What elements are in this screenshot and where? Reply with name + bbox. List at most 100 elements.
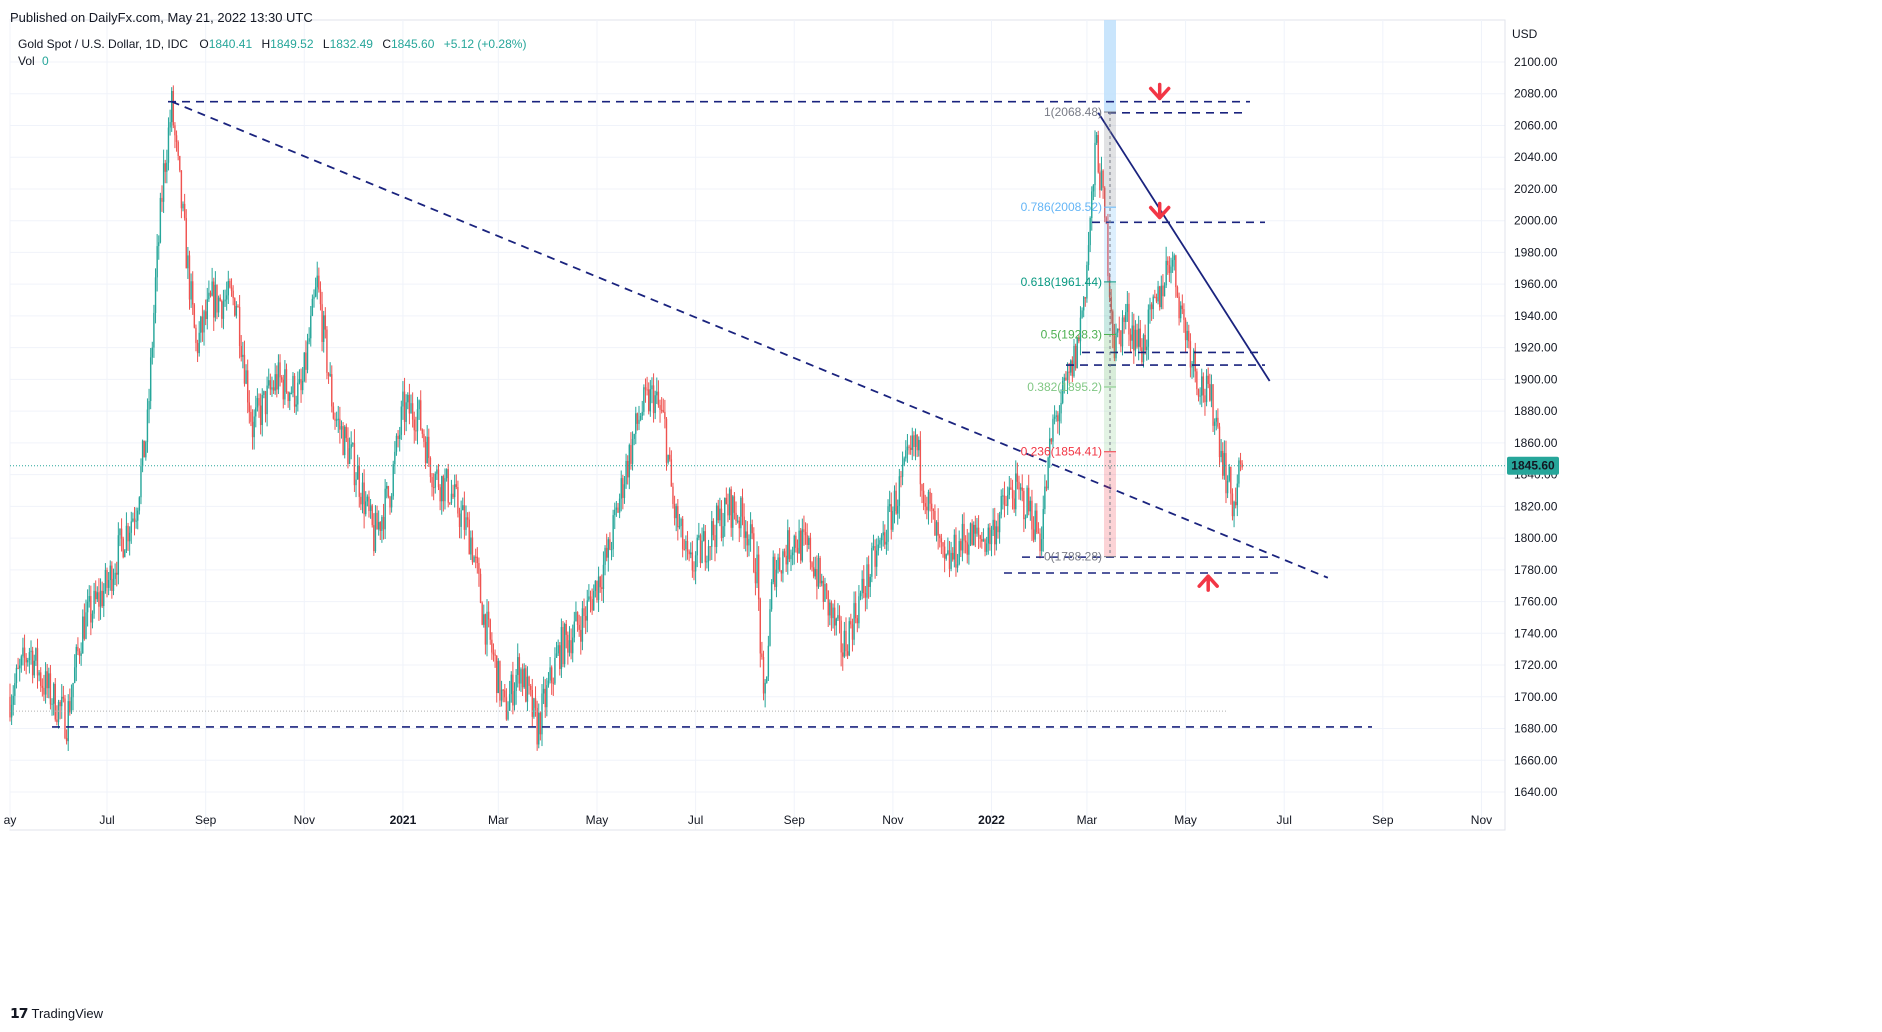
candle-body — [1094, 142, 1096, 186]
price-axis-tick: 1700.00 — [1514, 690, 1558, 704]
candle-body — [180, 170, 183, 209]
candle-body — [423, 433, 425, 442]
candle-body — [112, 578, 115, 591]
candle-body — [882, 532, 884, 536]
candle-body — [86, 601, 89, 613]
candle-body — [250, 411, 252, 422]
candle-body — [397, 435, 399, 439]
candle-body — [838, 615, 841, 621]
candle-body — [871, 547, 873, 577]
time-axis-tick: Nov — [882, 813, 903, 827]
candle-body — [347, 438, 349, 465]
fib-label-0.382: 0.382(1895.2) — [1027, 380, 1102, 394]
candle-body — [552, 682, 555, 684]
descending-trendline-solid[interactable] — [1097, 112, 1271, 382]
candle-body — [948, 550, 951, 569]
candle-body — [803, 529, 805, 533]
candle-body — [767, 645, 770, 677]
tradingview-mark-icon: 𝟭𝟳 — [10, 1005, 29, 1021]
candle-body — [72, 682, 74, 698]
candle-body — [853, 603, 855, 640]
candle-body — [415, 430, 417, 432]
candle-body — [133, 518, 136, 522]
candle-body — [1144, 334, 1146, 351]
candle-body — [403, 391, 406, 422]
candle-body — [707, 546, 710, 562]
candle-body — [436, 469, 438, 474]
candle-body — [541, 693, 543, 735]
candle-body — [641, 411, 643, 416]
candle-body — [1170, 266, 1172, 273]
candle-body — [460, 510, 462, 527]
candle-body — [829, 602, 831, 616]
candle-body — [14, 683, 16, 696]
candle-body — [1162, 285, 1164, 297]
candle-body — [91, 613, 94, 623]
candle-body — [179, 155, 181, 171]
candle-body — [1238, 460, 1240, 484]
candle-body — [259, 405, 262, 426]
candle-body — [57, 701, 60, 723]
candle-body — [814, 569, 816, 577]
candle-body — [337, 418, 339, 420]
candle-body — [428, 436, 430, 458]
candle-body — [1074, 345, 1077, 369]
candle-body — [1230, 466, 1232, 494]
candle-body — [694, 555, 697, 572]
arrow-down-icon[interactable] — [1148, 82, 1171, 101]
candle-body — [1026, 487, 1028, 518]
candle-body — [344, 426, 346, 455]
candle-body — [1086, 264, 1088, 299]
candle-body — [408, 394, 411, 414]
price-axis-currency: USD — [1512, 27, 1538, 41]
candle-body — [560, 627, 563, 669]
candle-body — [172, 91, 175, 126]
candle-body — [1118, 328, 1120, 331]
candle-body — [162, 163, 165, 202]
candle-body — [1136, 329, 1138, 347]
candle-body — [17, 667, 19, 669]
candle-body — [1113, 336, 1116, 359]
candle-body — [204, 311, 207, 320]
arrow-down-icon[interactable] — [1148, 201, 1171, 220]
candle-body — [997, 526, 999, 533]
candle-body — [120, 528, 123, 539]
candle-body — [863, 578, 865, 594]
tradingview-logo[interactable]: 𝟭𝟳 TradingView — [10, 1005, 103, 1022]
candle-body — [187, 255, 189, 269]
candle-body — [1225, 453, 1227, 494]
candle-body — [389, 496, 391, 508]
price-axis-tick: 2020.00 — [1514, 182, 1558, 196]
candle-body — [1063, 377, 1065, 381]
arrow-up-icon[interactable] — [1197, 574, 1219, 592]
candle-body — [1194, 350, 1196, 372]
candle-body — [67, 701, 69, 742]
fib-label-0.5: 0.5(1928.3) — [1041, 327, 1102, 341]
candle-body — [1192, 350, 1195, 364]
candle-body — [782, 551, 784, 574]
candle-body — [25, 657, 27, 663]
candle-body — [885, 541, 888, 545]
candle-body — [512, 674, 514, 706]
candle-body — [1097, 135, 1099, 173]
candle-body — [677, 506, 679, 528]
candle-body — [1204, 395, 1206, 403]
candle-body — [382, 516, 385, 530]
candle-body — [46, 671, 48, 689]
candle-body — [929, 491, 931, 504]
candle-body — [529, 685, 532, 690]
price-axis-tick: 2000.00 — [1514, 214, 1558, 228]
fib-label-0.786: 0.786(2008.52) — [1021, 200, 1102, 214]
candle-body — [30, 650, 32, 653]
descending-trendline-dashed[interactable] — [171, 100, 1329, 579]
candle-body — [725, 497, 728, 505]
candle-body — [1055, 415, 1057, 417]
candle-body — [940, 538, 943, 543]
candle-body — [200, 316, 202, 333]
fib-label-0.618: 0.618(1961.44) — [1021, 275, 1102, 289]
candle-body — [447, 469, 449, 503]
candle-body — [1060, 402, 1062, 414]
candle-body — [990, 529, 993, 545]
candle-body — [892, 510, 894, 530]
